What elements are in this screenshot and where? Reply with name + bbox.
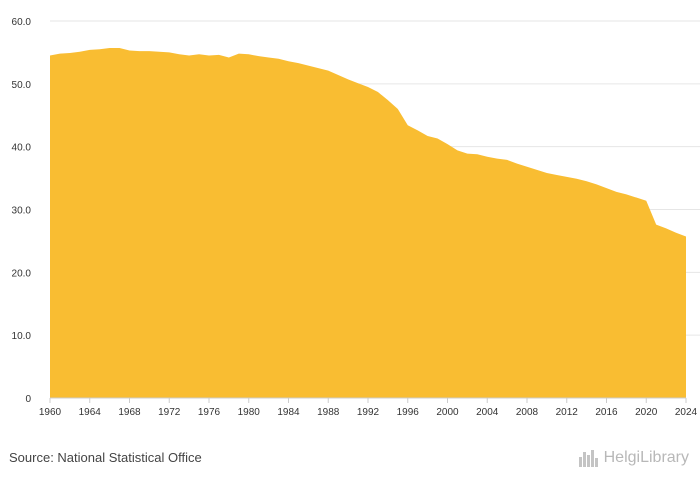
y-tick-label: 50.0 <box>12 80 32 91</box>
x-tick-label: 2016 <box>595 407 618 418</box>
x-tick-label: 2020 <box>635 407 658 418</box>
x-axis-ticks: 1960 1964 1968 1972 1976 1980 1984 1988 1992 1996… <box>39 398 698 418</box>
x-tick-label: 1968 <box>118 407 141 418</box>
y-tick-label: 0 <box>25 394 31 405</box>
y-tick-label: 60.0 <box>12 17 32 28</box>
x-tick-label: 1972 <box>158 407 181 418</box>
x-tick-label: 1964 <box>79 407 102 418</box>
x-tick-label: 1988 <box>317 407 340 418</box>
x-tick-label: 2012 <box>556 407 579 418</box>
skyline-icon <box>578 450 598 467</box>
x-tick-label: 2000 <box>436 407 459 418</box>
y-axis-ticks: 0 10.0 20.0 30.0 40.0 50.0 60.0 <box>12 17 32 405</box>
x-tick-label: 2024 <box>675 407 698 418</box>
brand-logo[interactable]: HelgiLibrary <box>578 449 689 467</box>
y-tick-label: 40.0 <box>12 143 32 154</box>
x-tick-label: 1996 <box>397 407 420 418</box>
source-label: Source: National Statistical Office <box>9 450 202 465</box>
x-tick-label: 1980 <box>238 407 261 418</box>
x-tick-label: 1976 <box>198 407 221 418</box>
x-tick-label: 1960 <box>39 407 62 418</box>
brand-name: HelgiLibrary <box>603 449 689 466</box>
area-series <box>50 48 686 398</box>
y-tick-label: 30.0 <box>12 206 32 217</box>
y-tick-label: 20.0 <box>12 268 32 279</box>
x-tick-label: 2008 <box>516 407 539 418</box>
x-tick-label: 1992 <box>357 407 380 418</box>
y-tick-label: 10.0 <box>12 331 32 342</box>
footer: Source: National Statistical Office Helg… <box>0 440 700 483</box>
chart: 010.020.030.040.050.060.0 1960 1964 1968 19… <box>12 17 700 418</box>
x-tick-label: 1984 <box>277 407 300 418</box>
x-tick-label: 2004 <box>476 407 499 418</box>
